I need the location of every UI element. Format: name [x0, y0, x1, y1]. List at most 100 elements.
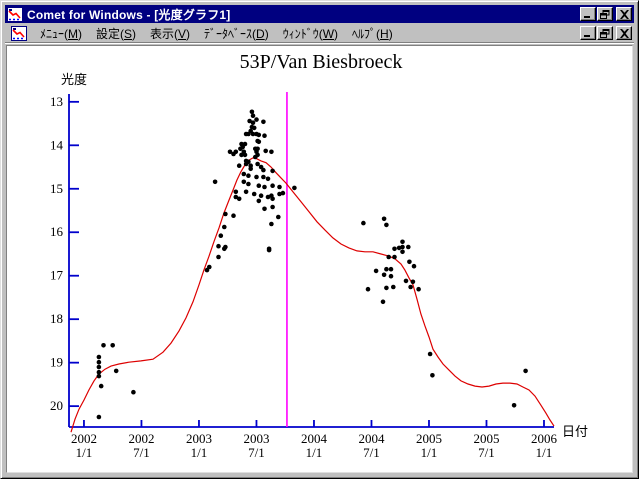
close-button[interactable] — [616, 7, 632, 21]
data-point — [396, 245, 402, 251]
menu-item-window[interactable]: ｳｨﾝﾄﾞｳ(W) — [282, 26, 339, 41]
data-point — [238, 146, 243, 152]
menu-item-database[interactable]: ﾃﾞｰﾀﾍﾞｰｽ(D) — [204, 26, 269, 41]
data-point — [254, 174, 259, 180]
data-point — [265, 194, 271, 200]
data-point — [280, 190, 286, 196]
data-point — [96, 359, 102, 365]
data-point — [386, 254, 392, 260]
y-tick-label: 20 — [50, 398, 63, 413]
menu-item-menu[interactable]: ﾒﾆｭｰ(M) — [40, 26, 82, 41]
data-point — [243, 161, 249, 167]
data-point — [246, 131, 251, 137]
data-point — [384, 222, 389, 228]
child-restore-button[interactable] — [597, 26, 613, 40]
y-tick-label: 16 — [50, 224, 64, 239]
data-point — [254, 117, 259, 122]
child-minimize-button[interactable] — [580, 26, 596, 40]
x-tick-label-day: 1/1 — [306, 445, 323, 460]
data-point — [270, 183, 275, 188]
data-point — [236, 196, 242, 202]
x-tick-label-day: 1/1 — [76, 445, 93, 460]
child-close-button[interactable] — [616, 26, 632, 40]
data-point — [391, 284, 396, 290]
data-point — [96, 354, 102, 360]
y-tick-label: 18 — [50, 311, 63, 326]
x-tick-label-day: 1/1 — [421, 445, 438, 460]
data-point — [262, 206, 267, 212]
data-point — [110, 343, 115, 348]
data-point — [266, 247, 272, 253]
data-point — [361, 220, 366, 226]
menu-items: ﾒﾆｭｰ(M) 設定(S) 表示(V) ﾃﾞｰﾀﾍﾞｰｽ(D) ｳｨﾝﾄﾞｳ(W) ﾍﾙﾌ… — [33, 23, 400, 44]
chart-title: 53P/Van Biesbroeck — [240, 51, 403, 73]
data-point — [269, 149, 274, 155]
data-point — [406, 244, 411, 250]
data-point — [231, 213, 236, 218]
data-point — [239, 152, 244, 158]
data-point — [392, 254, 397, 260]
minimize-button[interactable] — [580, 7, 596, 21]
document-chart-icon[interactable] — [11, 25, 27, 41]
data-point — [270, 168, 275, 174]
menu-item-view[interactable]: 表示(V) — [150, 26, 191, 41]
menu-item-settings[interactable]: 設定(S) — [96, 26, 137, 41]
data-point — [231, 151, 236, 157]
y-tick-label: 14 — [50, 137, 64, 152]
data-point — [256, 198, 262, 204]
data-point — [98, 383, 104, 389]
data-point — [261, 167, 266, 173]
data-point — [261, 119, 266, 125]
data-point — [384, 266, 389, 272]
data-point — [292, 185, 297, 191]
magnitude-chart: 53P/Van Biesbroeck光度日付20021/120027/12003… — [50, 51, 588, 460]
data-point — [246, 173, 251, 178]
x-tick-label-year: 2003 — [243, 431, 269, 446]
x-tick-label-day: 7/1 — [133, 445, 150, 460]
data-point — [233, 189, 239, 195]
data-point — [223, 211, 228, 217]
data-point — [113, 368, 119, 374]
x-tick-label-day: 7/1 — [478, 445, 495, 460]
data-point — [262, 184, 267, 190]
data-point — [270, 196, 275, 202]
menu-bar: ﾒﾆｭｰ(M) 設定(S) 表示(V) ﾃﾞｰﾀﾍﾞｰｽ(D) ｳｨﾝﾄﾞｳ(W) ﾍﾙﾌ… — [5, 24, 634, 43]
data-point — [218, 233, 224, 238]
light-curve — [70, 157, 555, 433]
x-tick-label-year: 2004 — [301, 431, 328, 446]
data-point — [96, 373, 102, 379]
y-tick-label: 19 — [50, 355, 63, 370]
data-point — [236, 163, 242, 168]
data-point — [241, 179, 247, 185]
data-point — [96, 369, 102, 375]
data-point — [207, 264, 212, 270]
data-point — [246, 181, 251, 187]
data-point — [248, 166, 253, 172]
data-point — [276, 214, 281, 220]
menu-item-help[interactable]: ﾍﾙﾌﾟ(H) — [352, 26, 393, 41]
data-point — [256, 183, 262, 188]
data-point — [256, 132, 262, 138]
y-axis-title: 光度 — [61, 72, 87, 87]
y-tick-label: 15 — [50, 181, 63, 196]
data-point — [96, 364, 102, 370]
chart-client-area: 53P/Van Biesbroeck 光度 日付 2002 1/1 2002 7/1 2003… — [6, 45, 633, 473]
data-point — [380, 299, 386, 305]
data-point — [411, 263, 417, 269]
data-point — [101, 343, 106, 348]
data-point — [261, 174, 266, 180]
data-point — [256, 139, 262, 145]
x-tick-label-year: 2005 — [473, 431, 499, 446]
data-point — [430, 373, 435, 378]
data-point — [270, 204, 275, 210]
data-point — [381, 216, 387, 222]
data-point — [388, 266, 394, 272]
data-point — [511, 403, 517, 408]
data-point — [427, 351, 433, 357]
restore-button[interactable] — [597, 7, 613, 21]
x-axis-title: 日付 — [562, 424, 588, 439]
x-tick-label-year: 2002 — [128, 431, 154, 446]
data-point — [400, 249, 405, 255]
data-point — [251, 125, 257, 131]
data-point — [265, 176, 271, 182]
